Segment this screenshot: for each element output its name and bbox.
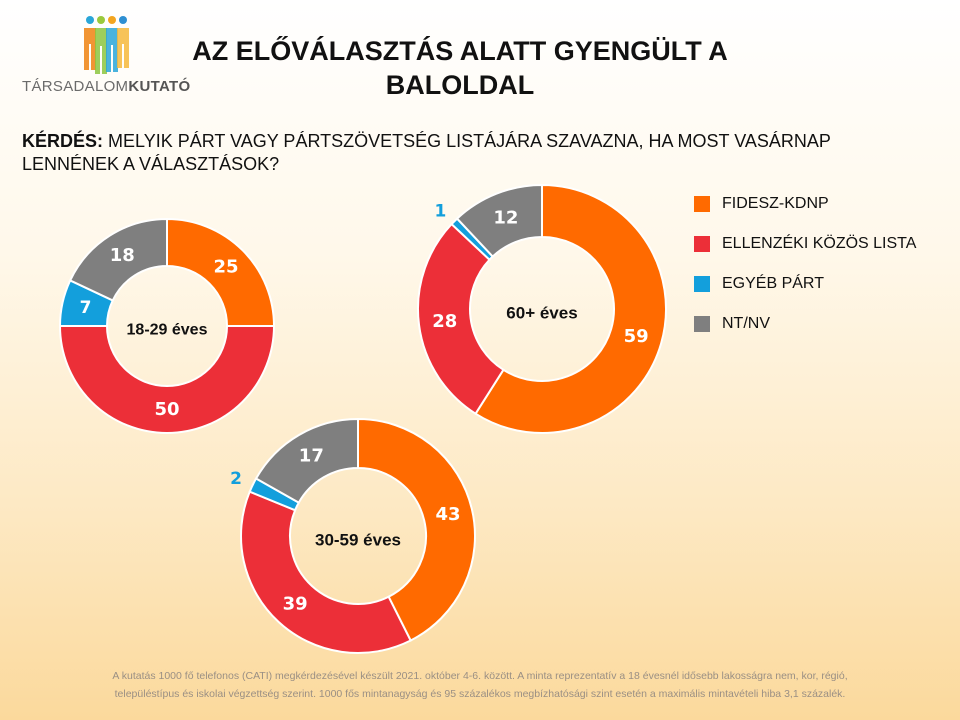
value-label-30-59-ves-ellenzek: 39 — [283, 593, 308, 614]
legend-swatch-ntnv — [694, 316, 710, 332]
slice-60plus-ves-ntnv — [455, 183, 543, 258]
page-title: AZ ELŐVÁLASZTÁS ALATT GYENGÜLT A BALOLDA… — [160, 34, 760, 102]
value-label-60plus-ves-fidesz: 59 — [624, 326, 649, 347]
value-label-30-59-ves-fidesz: 43 — [435, 504, 460, 525]
value-label-30-59-ves-ntnv: 17 — [299, 446, 324, 467]
logo-figures-icon — [84, 16, 129, 74]
logo-wordmark: TÁRSADALOMKUTATÓ — [22, 78, 191, 95]
title-line-2: BALOLDAL — [385, 70, 535, 100]
donut-center-label-30-59-ves: 30-59 éves — [315, 531, 401, 550]
value-label-18-29-ves-ntnv: 18 — [110, 245, 135, 266]
survey-question: KÉRDÉS: MELYIK PÁRT VAGY PÁRTSZÖVETSÉG L… — [22, 130, 922, 176]
legend-label-egyeb: EGYÉB PÁRT — [722, 275, 824, 292]
slice-30-59-ves-ntnv — [254, 417, 359, 504]
value-label-30-59-ves-egyeb: 2 — [230, 469, 242, 489]
slice-60plus-ves-ellenzek — [417, 222, 505, 416]
donut-18-29-ves: 25 50 7 18 18-29 éves — [58, 217, 276, 434]
value-label-18-29-ves-fidesz: 25 — [214, 256, 239, 277]
donut-30-59-ves: 43 39 2 17 30-59 éves — [230, 417, 476, 654]
legend-item-fidesz: FIDESZ-KDNP — [694, 194, 916, 214]
legend-label-ntnv: NT/NV — [722, 315, 770, 332]
slice-30-59-ves-fidesz — [357, 417, 476, 642]
footnote-line-2: településtípus és iskolai végzettség sze… — [114, 688, 846, 700]
value-label-60plus-ves-ntnv: 12 — [493, 207, 518, 228]
question-text: MELYIK PÁRT VAGY PÁRTSZÖVETSÉG LISTÁJÁRA… — [22, 131, 831, 174]
value-label-60plus-ves-egyeb: 1 — [434, 201, 446, 221]
slice-18-29-ves-ellenzek — [58, 325, 276, 434]
legend-label-fidesz: FIDESZ-KDNP — [722, 195, 829, 212]
legend-item-egyeb: EGYÉB PÁRT — [694, 274, 916, 294]
value-label-18-29-ves-ellenzek: 50 — [154, 399, 179, 420]
title-line-1: AZ ELŐVÁLASZTÁS ALATT GYENGÜLT A — [192, 36, 728, 66]
legend-swatch-ellenzek — [694, 236, 710, 252]
methodology-footnote: A kutatás 1000 fő telefonos (CATI) megké… — [40, 667, 920, 703]
footnote-line-1: A kutatás 1000 fő telefonos (CATI) megké… — [112, 670, 848, 682]
legend-label-ellenzek: ELLENZÉKI KÖZÖS LISTA — [722, 235, 917, 252]
donut-60plus-ves: 59 28 1 12 60+ éves — [417, 183, 667, 434]
legend-swatch-egyeb — [694, 276, 710, 292]
slice-18-29-ves-fidesz — [166, 217, 276, 327]
donut-center-label-60plus-ves: 60+ éves — [506, 304, 577, 323]
legend-item-ntnv: NT/NV — [694, 314, 916, 334]
legend: FIDESZ-KDNP ELLENZÉKI KÖZÖS LISTA EGYÉB … — [694, 194, 916, 354]
slice-18-29-ves-ntnv — [68, 217, 168, 302]
question-label: KÉRDÉS: — [22, 131, 104, 151]
slice-30-59-ves-ellenzek — [240, 490, 412, 654]
logo — [84, 16, 129, 74]
legend-swatch-fidesz — [694, 196, 710, 212]
slice-60plus-ves-fidesz — [474, 183, 667, 434]
donut-center-label-18-29-ves: 18-29 éves — [127, 322, 208, 339]
value-label-18-29-ves-egyeb: 7 — [80, 298, 92, 318]
legend-item-ellenzek: ELLENZÉKI KÖZÖS LISTA — [694, 234, 916, 254]
value-label-60plus-ves-ellenzek: 28 — [432, 311, 457, 332]
